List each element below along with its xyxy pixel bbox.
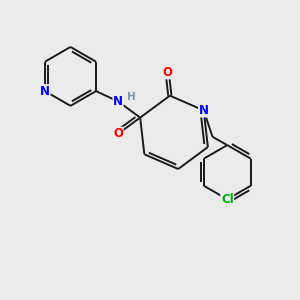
Text: Cl: Cl — [221, 193, 234, 206]
Text: H: H — [127, 92, 136, 102]
Text: N: N — [40, 85, 50, 98]
Text: N: N — [113, 95, 123, 108]
Text: O: O — [113, 127, 123, 140]
Text: O: O — [162, 66, 172, 79]
Text: N: N — [199, 104, 209, 117]
